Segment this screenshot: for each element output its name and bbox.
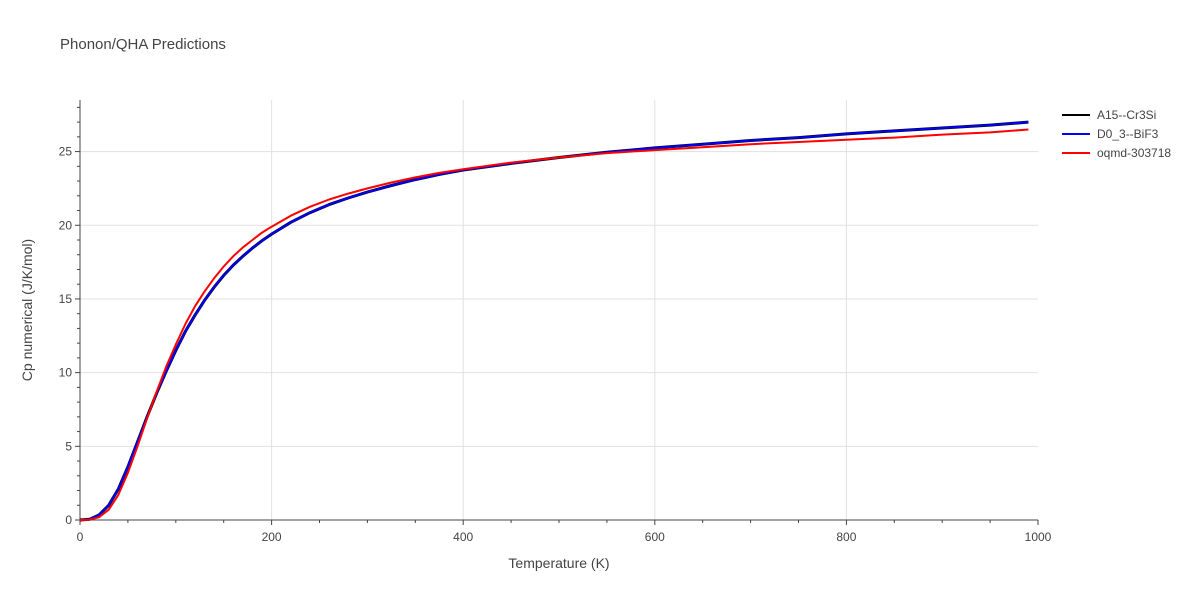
y-tick-label: 5 [65,439,72,453]
x-axis-title: Temperature (K) [508,555,609,571]
y-tick-label: 25 [59,145,73,159]
x-tick-label: 600 [645,530,665,544]
series-lines [79,120,1029,522]
grid-lines [80,100,1038,520]
series-line-D0_3--BiF3 [79,121,1029,521]
axes: 0 200 400 600 800 1000 0 5 10 15 20 25 [59,100,1052,544]
y-tick-label: 20 [59,218,73,232]
legend-label: A15--Cr3Si [1097,108,1156,122]
legend: A15--Cr3Si D0_3--BiF3 oqmd-303718 [1062,108,1171,160]
y-tick-label: 10 [59,366,73,380]
x-tick-label: 0 [77,530,84,544]
y-tick-label: 15 [59,292,73,306]
x-tick-label: 200 [262,530,282,544]
legend-label: D0_3--BiF3 [1097,127,1159,141]
y-tick-label: 0 [65,513,72,527]
legend-label: oqmd-303718 [1097,146,1171,160]
y-axis-title: Cp numerical (J/K/mol) [19,239,35,381]
x-tick-label: 400 [453,530,473,544]
x-tick-label: 1000 [1025,530,1052,544]
x-tick-label: 800 [836,530,856,544]
series-line-A15--Cr3Si [79,120,1029,522]
chart-title: Phonon/QHA Predictions [60,36,226,53]
series-line-oqmd-303718 [79,128,1029,521]
